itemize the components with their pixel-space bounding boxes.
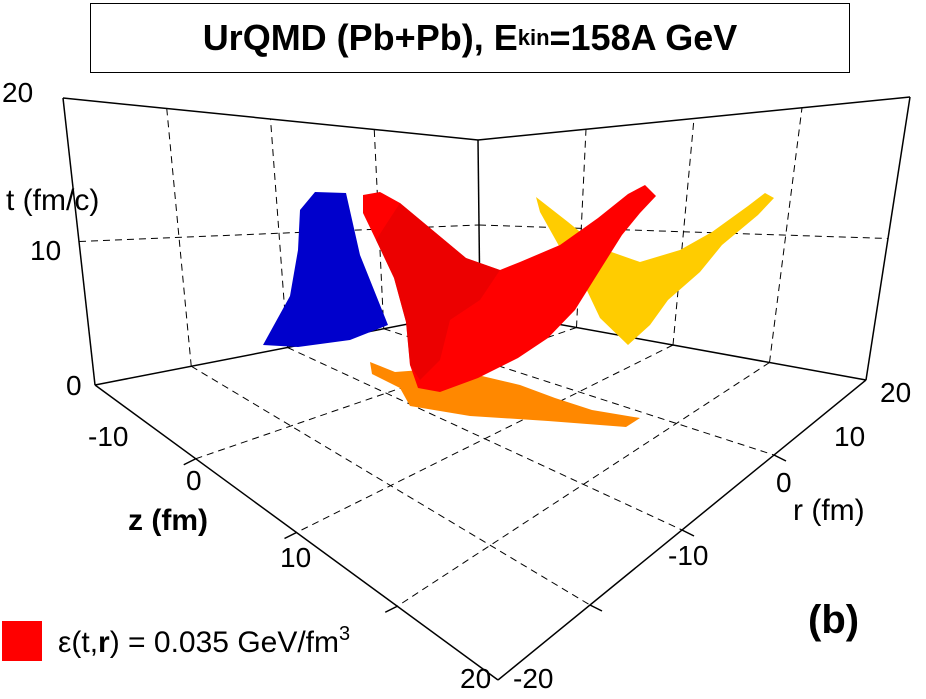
- grid-right-wall-vertical-2: [769, 107, 803, 363]
- z-tick-mark-2: [384, 605, 398, 613]
- panel-label: (b): [808, 598, 860, 642]
- z-tick-0: 0: [186, 465, 202, 496]
- grid-floor-r-1: [296, 344, 674, 533]
- legend-sup: 3: [339, 622, 351, 645]
- t-tick-10: 10: [30, 235, 61, 266]
- title-subscript: kin: [517, 25, 550, 50]
- r-tick-10: 10: [834, 421, 865, 452]
- frame-edge-left-vertical: [62, 97, 96, 386]
- grid-floor-r-2: [396, 362, 770, 607]
- r-tick-0: 0: [776, 467, 792, 498]
- legend: ε(t,r) = 0.035 GeV/fm3: [2, 618, 350, 664]
- floor-projection-shape: [370, 362, 640, 427]
- r-axis-label: r (fm): [793, 494, 865, 527]
- title-main: UrQMD (Pb+Pb), E: [202, 17, 518, 58]
- legend-suffix: ) = 0.035 GeV/fm: [109, 625, 340, 659]
- r-tick-mark-0: [589, 604, 603, 612]
- frame-edge-top-left: [62, 97, 479, 141]
- legend-bold: r: [98, 625, 110, 659]
- grid-floor-z-2: [383, 328, 775, 456]
- z-axis-label: z (fm): [128, 504, 208, 537]
- tr-wall-projection-shape: [536, 193, 774, 345]
- grid-right-wall-t10: [478, 224, 889, 239]
- z-tick-mark-1: [284, 531, 297, 540]
- grid-left-wall-t10: [78, 224, 480, 242]
- isosurface-shading: [376, 203, 500, 380]
- frame-edge-top-right: [477, 96, 911, 141]
- t-tick-0: 0: [66, 370, 82, 401]
- z-tick-20: 20: [460, 663, 491, 694]
- z-tick-m10: -10: [88, 421, 128, 452]
- tz-wall-projection-shape: [263, 192, 388, 347]
- z-tick-mark-0: [183, 458, 197, 466]
- legend-swatch: [2, 621, 42, 661]
- grid-lines: [78, 107, 889, 607]
- title-tail: =158A GeV: [549, 17, 738, 58]
- r-tick-m10: -10: [668, 540, 708, 571]
- r-tick-mark-2: [773, 454, 787, 462]
- r-tick-20: 20: [880, 377, 911, 408]
- z-tick-10: 10: [280, 542, 311, 573]
- t-axis-label: t (fm/c): [6, 184, 99, 217]
- t-tick-20: 20: [2, 77, 33, 108]
- legend-prefix: ε(t,: [58, 625, 99, 659]
- frame-edge-right-vertical: [865, 96, 911, 381]
- legend-label: ε(t,r) = 0.035 GeV/fm3: [58, 623, 350, 660]
- r-tick-m20: -20: [513, 663, 553, 694]
- r-tick-mark-1: [681, 529, 695, 537]
